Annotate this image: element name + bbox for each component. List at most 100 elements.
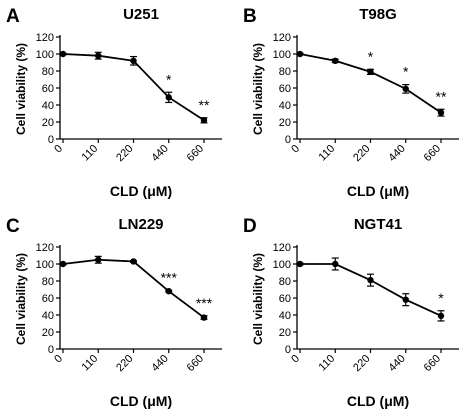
x-tick-label: 110: [79, 353, 100, 374]
chart-title: LN229: [118, 216, 164, 233]
y-tick-label: 20: [42, 117, 54, 129]
data-point: [437, 312, 445, 320]
significance-label: *: [438, 290, 444, 306]
x-tick-label: 220: [351, 143, 372, 164]
y-tick-label: 60: [279, 293, 291, 305]
panel-ngt41: 0 20 40 60 80 100 120 0 110 220 440 660 * D NGT41 Ce…: [237, 210, 474, 420]
x-tick-label: 660: [422, 353, 443, 374]
y-tick-label: 80: [42, 66, 54, 78]
x-tick-label: 660: [185, 353, 206, 374]
y-tick-label: 80: [279, 276, 291, 288]
series-line: [62, 258, 205, 319]
panel-u251: 0 20 40 60 80 100 120 0 110 220 440 660 * ** A U251 C…: [0, 0, 237, 210]
panel-t98g: 0 20 40 60 80 100 120 0 110 220 440 660 * * ** B T98G …: [237, 0, 474, 210]
x-tick-label: 440: [149, 353, 170, 374]
y-tick-label: 100: [36, 49, 54, 61]
y-tick-label: 0: [285, 134, 291, 146]
x-tick-label: 440: [149, 143, 170, 164]
x-tick-label: 0: [52, 143, 65, 156]
data-point: [402, 296, 409, 303]
data-point: [332, 57, 339, 64]
x-axis-title: CLD (μM): [346, 183, 410, 199]
y-tick-label: 0: [48, 134, 54, 146]
y-tick-label: 60: [42, 83, 54, 95]
data-point: [367, 68, 374, 76]
panel-letter: D: [243, 216, 257, 237]
y-axis-title: Cell viability (%): [251, 252, 265, 346]
y-tick-label: 0: [48, 344, 54, 356]
y-tick-label: 40: [42, 310, 54, 322]
y-tick-label: 100: [273, 259, 291, 271]
chart-ln229: 0 20 40 60 80 100 120 0 110 220 440 660 *** ***: [36, 242, 222, 374]
y-tick-label: 20: [279, 117, 291, 129]
significance-label: *: [166, 71, 172, 87]
panel-letter: A: [6, 6, 20, 27]
y-tick-label: 60: [279, 83, 291, 95]
x-axis-title: CLD (μM): [109, 393, 173, 409]
data-point: [130, 258, 137, 265]
x-tick-label: 0: [289, 353, 302, 366]
x-tick-label: 660: [422, 143, 443, 164]
data-point: [59, 260, 67, 268]
x-tick-label: 440: [386, 143, 407, 164]
y-tick-label: 100: [36, 259, 54, 271]
data-point: [200, 117, 208, 124]
y-tick-label: 80: [279, 66, 291, 78]
y-tick-label: 80: [42, 276, 54, 288]
significance-label: *: [368, 48, 374, 64]
y-tick-label: 40: [279, 310, 291, 322]
significance-label: ***: [161, 269, 178, 285]
data-point: [130, 57, 137, 64]
x-axis-title: CLD (μM): [109, 183, 173, 199]
series-line: [300, 263, 442, 317]
x-tick-label: 0: [52, 353, 65, 366]
data-point: [402, 85, 409, 93]
significance-label: **: [199, 97, 210, 113]
y-tick-label: 120: [273, 242, 291, 254]
x-tick-label: 440: [386, 353, 407, 374]
x-tick-label: 220: [114, 353, 135, 374]
data-point: [200, 314, 208, 321]
y-tick-label: 120: [36, 32, 54, 44]
panel-ln229: 0 20 40 60 80 100 120 0 110 220 440 660 *** *** C LN2…: [0, 210, 237, 420]
data-point: [165, 94, 172, 101]
significance-label: **: [436, 88, 447, 104]
chart-title: U251: [123, 6, 159, 23]
x-tick-label: 110: [316, 143, 337, 164]
x-tick-label: 220: [114, 143, 135, 164]
data-point: [437, 109, 445, 116]
y-tick-label: 100: [273, 49, 291, 61]
x-tick-label: 110: [316, 353, 337, 374]
data-point: [367, 276, 374, 284]
y-axis-title: Cell viability (%): [251, 42, 265, 136]
data-point: [296, 260, 304, 268]
significance-label: ***: [196, 295, 213, 311]
y-tick-label: 20: [42, 327, 54, 339]
y-tick-label: 20: [279, 327, 291, 339]
data-point: [165, 288, 172, 295]
data-point: [59, 50, 67, 58]
x-tick-label: 0: [289, 143, 302, 156]
y-axis-title: Cell viability (%): [14, 252, 28, 346]
significance-label: *: [403, 64, 409, 80]
data-point: [296, 50, 304, 58]
y-tick-label: 40: [42, 100, 54, 112]
chart-ngt41: 0 20 40 60 80 100 120 0 110 220 440 660 *: [273, 242, 459, 374]
y-tick-label: 120: [36, 242, 54, 254]
x-axis-title: CLD (μM): [346, 393, 410, 409]
y-tick-label: 40: [279, 100, 291, 112]
panel-letter: C: [6, 216, 20, 237]
x-tick-label: 660: [185, 143, 206, 164]
y-tick-label: 60: [42, 293, 54, 305]
panel-letter: B: [243, 6, 257, 27]
data-point: [95, 52, 102, 59]
chart-title: T98G: [359, 6, 397, 23]
x-tick-label: 220: [351, 353, 372, 374]
y-axis-title: Cell viability (%): [14, 42, 28, 136]
data-point: [95, 256, 102, 263]
chart-title: NGT41: [353, 216, 403, 233]
y-tick-label: 0: [285, 344, 291, 356]
